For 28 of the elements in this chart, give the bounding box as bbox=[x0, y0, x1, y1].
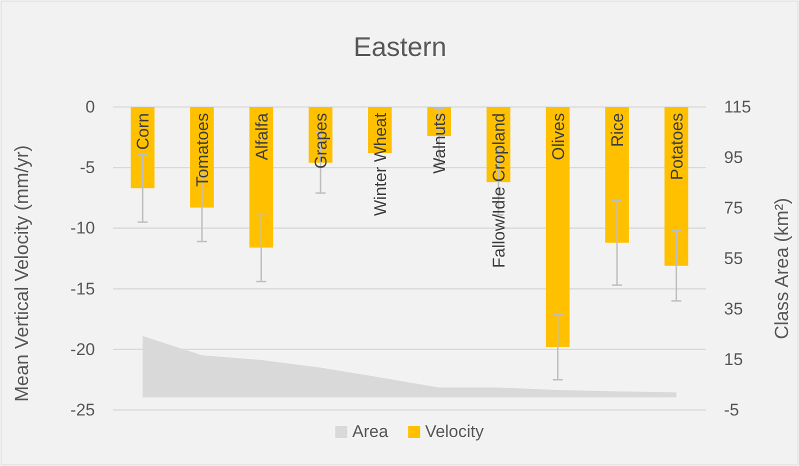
y2-axis-title: Class Area (km²) bbox=[772, 198, 793, 340]
y2-tick-label: 115 bbox=[724, 97, 752, 116]
y-tick-label: -15 bbox=[70, 279, 95, 298]
x-tick-label: Tomatoes bbox=[192, 113, 212, 187]
x-tick-label: Potatoes bbox=[667, 113, 686, 180]
legend-label: Area bbox=[352, 422, 389, 441]
y2-tick-label: 95 bbox=[724, 148, 743, 167]
x-tick-label: Winter Wheat bbox=[370, 112, 390, 216]
legend-label: Velocity bbox=[425, 422, 484, 441]
x-tick-label: Olives bbox=[548, 113, 568, 160]
y2-tick-label: -5 bbox=[724, 400, 740, 420]
x-tick-label: Grapes bbox=[312, 113, 331, 169]
y2-tick-label: 75 bbox=[724, 198, 743, 218]
chart-title: Eastern bbox=[353, 32, 447, 62]
y2-tick-label: 15 bbox=[724, 350, 743, 369]
y2-tick-label: 35 bbox=[724, 299, 743, 318]
y-tick-label: -20 bbox=[70, 340, 95, 359]
y-axis-title: Mean Vertical Velocity (mm/yr) bbox=[12, 145, 33, 402]
x-tick-label: Walnuts bbox=[430, 113, 450, 174]
y-tick-label: -10 bbox=[70, 218, 95, 238]
x-tick-label: Corn bbox=[134, 113, 153, 150]
x-tick-label: Rice bbox=[608, 113, 628, 148]
y-tick-label: -25 bbox=[70, 400, 95, 420]
x-tick-label: Fallow/Idle Cropland bbox=[489, 113, 508, 268]
y2-tick-label: 55 bbox=[724, 248, 743, 268]
y-tick-label: -5 bbox=[80, 158, 95, 178]
x-tick-label: Alfalfa bbox=[252, 112, 272, 160]
y-tick-label: 0 bbox=[86, 97, 95, 116]
